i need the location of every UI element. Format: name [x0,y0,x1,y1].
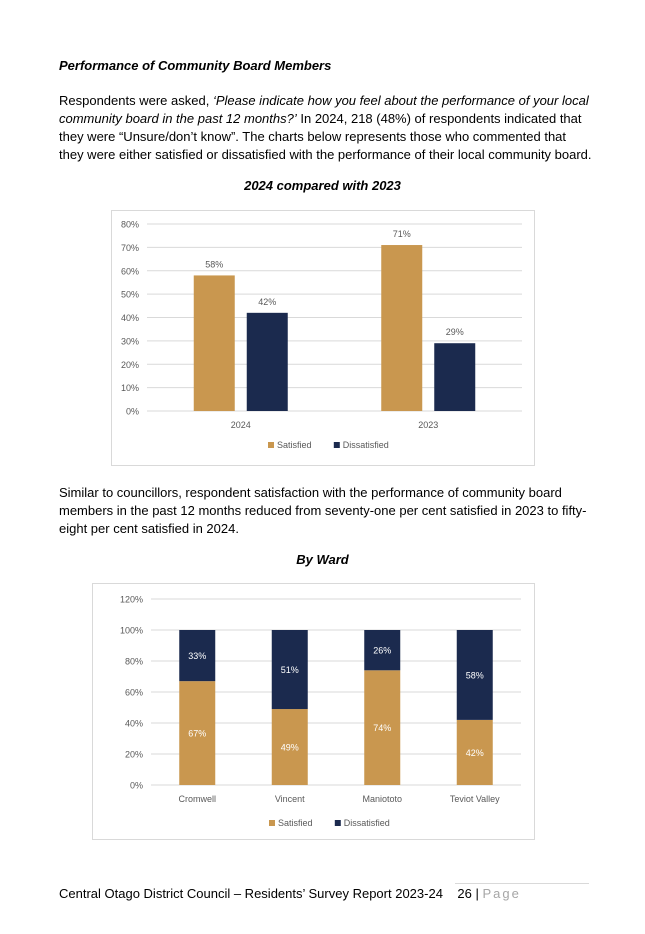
page-number: 26 [457,886,472,901]
y-tick-label: 60% [121,266,139,276]
y-tick-label: 60% [125,688,143,698]
data-label: 51% [281,665,299,675]
x-tick-label: 2023 [418,420,438,430]
bar-segment-satisfied [179,681,216,785]
data-label: 42% [466,748,484,758]
chart-ward-svg: 0% 20% 40% 60% 80% 100% 120% 67% 33% Cromwell 49% 5… [120,595,521,828]
legend-label: Dissatisfied [343,440,389,450]
footer-separator: | [475,886,479,901]
y-tick-label: 0% [126,407,139,417]
data-label: 26% [373,646,391,656]
data-label: 58% [205,259,223,269]
intro-text: Respondents were asked, [59,93,213,108]
bar-segment-satisfied [456,719,493,785]
y-tick-label: 30% [121,336,139,346]
y-tick-label: 10% [121,383,139,393]
y-tick-label: 40% [121,313,139,323]
data-label: 71% [393,229,411,239]
survey-question: ‘Please indicate how you feel about the … [59,93,589,126]
bar-segment-satisfied [364,670,401,785]
intro-rest: In 2024, 218 (48%) of respondents indica… [59,111,592,162]
legend-label: Satisfied [277,440,312,450]
page-word: Page [482,886,521,901]
chart-title-ward: By Ward [296,552,349,567]
data-label: 42% [258,297,276,307]
data-label: 29% [446,327,464,337]
chart-year-comparison: 0% 10% 20% 30% 40% 50% 60% 70% 80% 58% 42% 2024 71% 2… [111,210,535,466]
x-tick-label: Maniototo [362,794,402,804]
bar-dissatisfied [434,343,476,411]
legend-label: Satisfied [278,818,313,828]
y-tick-label: 80% [125,657,143,667]
chart-year-svg: 0% 10% 20% 30% 40% 50% 60% 70% 80% 58% 42% 2024 71% 2… [121,220,522,450]
bar-segment-dissatisfied [364,630,401,671]
y-tick-label: 20% [125,750,143,760]
footer-divider [455,883,589,884]
footer-text: Central Otago District Council – Residen… [59,886,443,901]
x-tick-label: 2024 [231,420,251,430]
x-tick-label: Cromwell [178,794,216,804]
y-tick-label: 80% [121,220,139,230]
y-tick-label: 50% [121,290,139,300]
x-tick-label: Vincent [275,794,305,804]
bar-satisfied [193,275,235,411]
data-label: 58% [466,670,484,680]
chart-title-year: 2024 compared with 2023 [244,178,401,193]
data-label: 74% [373,723,391,733]
data-label: 67% [188,729,206,739]
data-label: 33% [188,651,206,661]
bar-dissatisfied [246,312,288,411]
section-heading: Performance of Community Board Members [59,58,332,73]
bar-satisfied [381,245,423,411]
page-footer: Central Otago District Council – Residen… [59,886,521,901]
bar-segment-dissatisfied [456,630,493,720]
legend-swatch-satisfied [269,820,275,826]
chart-by-ward: 0% 20% 40% 60% 80% 100% 120% 67% 33% Cromwell 49% 5… [92,583,535,840]
y-tick-label: 40% [125,719,143,729]
legend-swatch-satisfied [268,442,274,448]
y-tick-label: 120% [120,595,143,605]
legend-swatch-dissatisfied [333,442,340,448]
x-tick-label: Teviot Valley [450,794,500,804]
y-tick-label: 100% [120,626,143,636]
bar-segment-dissatisfied [271,630,308,710]
y-tick-label: 70% [121,243,139,253]
legend-label: Dissatisfied [344,818,390,828]
bar-segment-satisfied [271,709,308,785]
summary-paragraph: Similar to councillors, respondent satis… [59,485,587,536]
y-tick-label: 0% [130,781,143,791]
data-label: 49% [281,743,299,753]
intro-paragraph: Respondents were asked, ‘Please indicate… [59,92,594,164]
bar-segment-dissatisfied [179,630,216,682]
y-tick-label: 20% [121,360,139,370]
legend-swatch-dissatisfied [334,820,341,826]
